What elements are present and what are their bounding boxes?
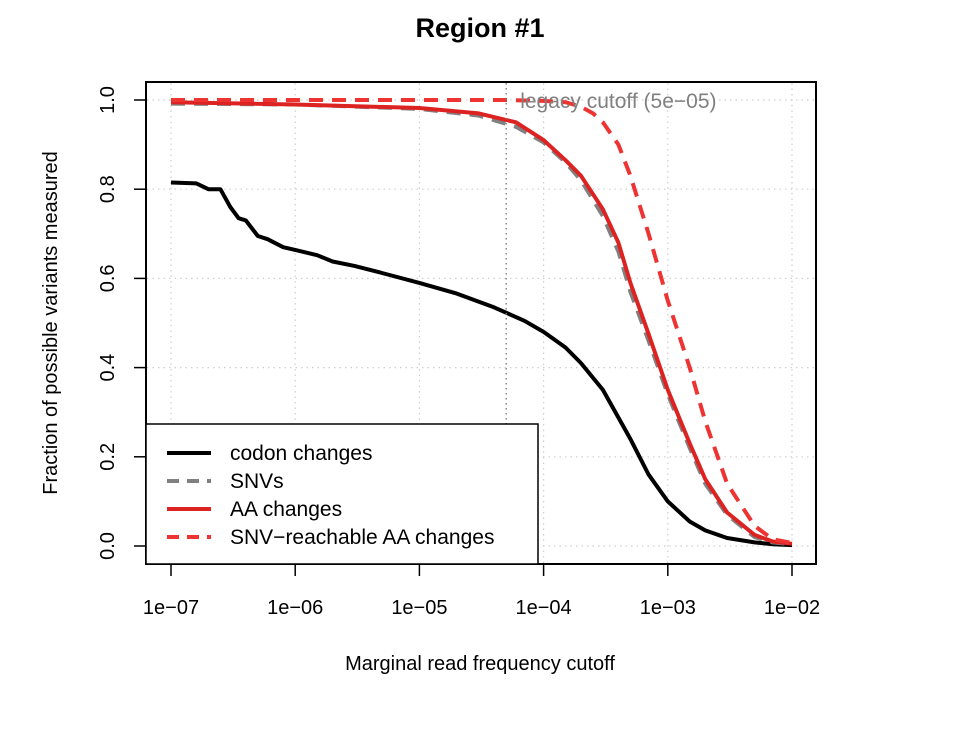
legend: codon changes SNVs AA changes SNV−reachable… [145, 423, 539, 565]
legacy-cutoff-label: legacy cutoff (5e−05) [520, 90, 716, 113]
series-line-aa-changes [170, 100, 793, 546]
x-tick-label: 1e−07 [143, 597, 199, 619]
x-axis-label: Marginal read frequency cutoff [345, 653, 615, 675]
x-tick-label: 1e−05 [391, 597, 447, 619]
legend-label: AA changes [230, 498, 342, 521]
series-line-snvs [170, 101, 793, 547]
y-tick-label: 0.8 [97, 175, 119, 203]
legend-label: SNV−reachable AA changes [230, 526, 494, 549]
y-axis: 0.0 0.2 0.4 0.6 0.8 1.0 [97, 86, 147, 560]
legend-box [145, 423, 539, 565]
series-layer [170, 98, 793, 548]
y-axis-label: Fraction of possible variants measured [40, 151, 62, 495]
series-line-codon-changes [170, 180, 793, 548]
legend-label: codon changes [230, 442, 372, 465]
legend-label: SNVs [230, 470, 284, 493]
series-line-snv-reachable-aa-changes [171, 98, 793, 545]
y-tick-label: 0.2 [97, 443, 119, 471]
y-tick-label: 0.0 [97, 532, 119, 560]
chart-title: Region #1 [415, 13, 544, 43]
x-tick-label: 1e−02 [764, 597, 820, 619]
y-tick-label: 0.6 [97, 264, 119, 292]
x-axis: 1e−07 1e−06 1e−05 1e−04 1e−03 1e−02 [143, 563, 820, 619]
y-tick-label: 1.0 [97, 86, 119, 114]
x-tick-label: 1e−06 [267, 597, 323, 619]
x-tick-label: 1e−03 [640, 597, 696, 619]
x-tick-label: 1e−04 [516, 597, 572, 619]
y-tick-label: 0.4 [97, 354, 119, 382]
